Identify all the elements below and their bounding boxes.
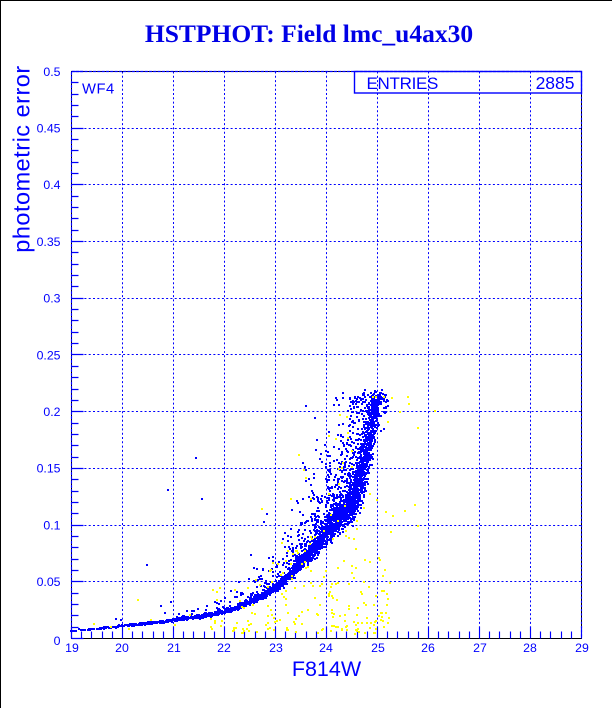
- svg-text:29: 29: [575, 641, 589, 655]
- svg-text:27: 27: [473, 641, 487, 655]
- svg-text:0.5: 0.5: [43, 65, 60, 79]
- svg-text:0.3: 0.3: [43, 292, 60, 306]
- svg-text:23: 23: [269, 641, 283, 655]
- svg-text:0.35: 0.35: [37, 235, 61, 249]
- svg-text:0.25: 0.25: [37, 348, 61, 362]
- svg-text:F814W: F814W: [292, 657, 362, 681]
- svg-text:25: 25: [371, 641, 385, 655]
- svg-text:0.4: 0.4: [43, 178, 60, 192]
- svg-text:WF4: WF4: [82, 82, 115, 98]
- svg-text:0.15: 0.15: [37, 462, 61, 476]
- svg-text:21: 21: [167, 641, 181, 655]
- svg-text:photometric error: photometric error: [9, 65, 35, 252]
- svg-text:0.1: 0.1: [43, 518, 60, 532]
- svg-text:19: 19: [65, 641, 79, 655]
- svg-text:0.05: 0.05: [37, 575, 61, 589]
- svg-text:20: 20: [115, 641, 129, 655]
- svg-text:0: 0: [54, 634, 61, 648]
- svg-text:0.45: 0.45: [37, 122, 61, 136]
- svg-text:26: 26: [421, 641, 435, 655]
- svg-text:22: 22: [217, 641, 231, 655]
- svg-text:ENTRIES: ENTRIES: [367, 74, 439, 93]
- svg-text:2885: 2885: [536, 73, 575, 93]
- svg-text:HSTPHOT: Field lmc_u4ax30: HSTPHOT: Field lmc_u4ax30: [145, 19, 473, 48]
- svg-text:28: 28: [523, 641, 537, 655]
- svg-text:0.2: 0.2: [43, 405, 60, 419]
- svg-text:24: 24: [319, 641, 333, 655]
